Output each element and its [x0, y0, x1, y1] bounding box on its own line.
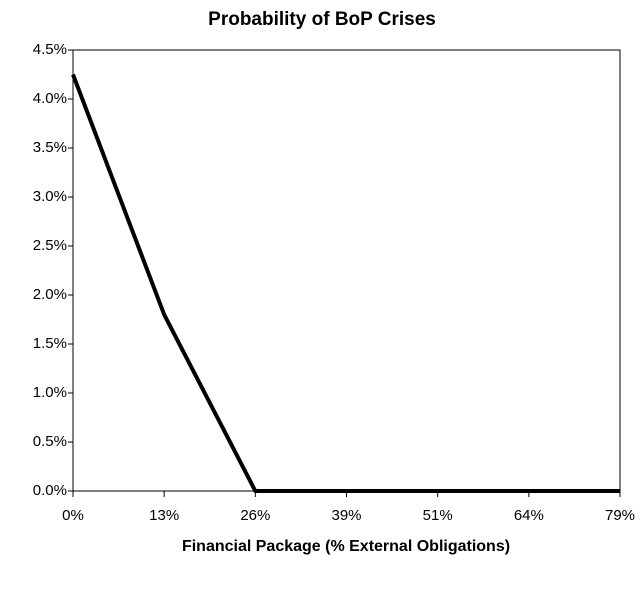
y-tick-label: 4.0% — [33, 90, 67, 107]
x-tick-label: 51% — [423, 507, 453, 524]
x-tick-label: 0% — [62, 507, 84, 524]
y-tick-label: 3.0% — [33, 188, 67, 205]
y-tick-label: 1.5% — [33, 335, 67, 352]
y-tick-label: 0.0% — [33, 482, 67, 499]
y-tick-label: 2.5% — [33, 237, 67, 254]
x-tick-label: 13% — [149, 507, 179, 524]
data-line — [71, 73, 620, 493]
y-tick-label: 3.5% — [33, 139, 67, 156]
x-tick-label: 64% — [514, 507, 544, 524]
chart-title: Probability of BoP Crises — [208, 9, 436, 30]
y-tick-label: 2.0% — [33, 286, 67, 303]
x-axis-label: Financial Package (% External Obligation… — [182, 538, 510, 555]
x-tick-label: 26% — [240, 507, 270, 524]
y-tick-label: 4.5% — [33, 41, 67, 58]
x-tick-label: 79% — [605, 507, 635, 524]
y-tick-label: 1.0% — [33, 384, 67, 401]
y-tick-label: 0.5% — [33, 433, 67, 450]
x-tick-label: 39% — [331, 507, 361, 524]
